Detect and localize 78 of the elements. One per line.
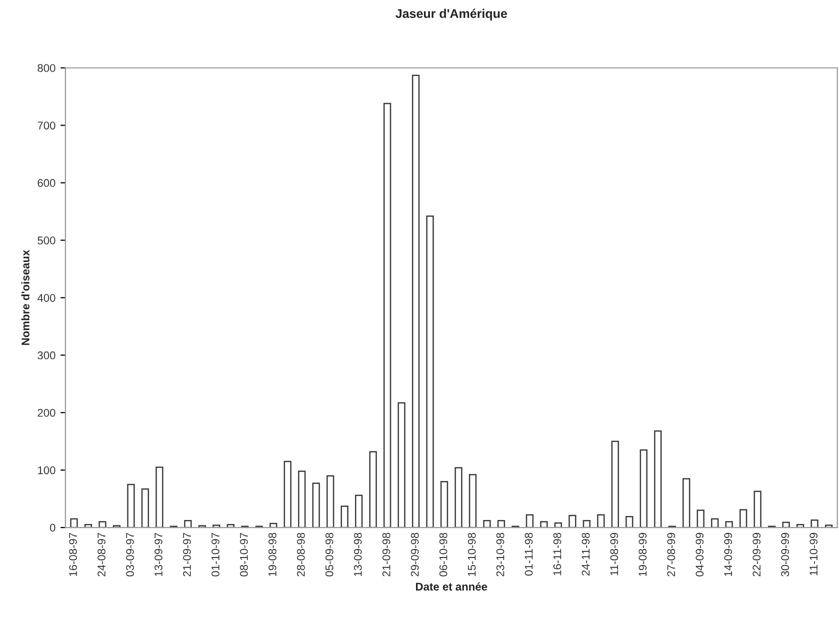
bar [412, 74, 420, 528]
x-tick-label: 24-11-98 [582, 532, 590, 576]
bar [568, 514, 576, 528]
bar [454, 467, 462, 528]
bar [597, 514, 605, 528]
y-tick-label: 500 [38, 236, 56, 244]
bar [654, 430, 662, 528]
bar [497, 520, 506, 528]
x-tick-label: 27-08-99 [667, 532, 676, 576]
x-tick-label: 23-10-98 [496, 532, 504, 576]
bar [483, 520, 491, 528]
bar [398, 402, 406, 528]
x-tick-label: 19-08-98 [268, 532, 276, 576]
bar [184, 520, 192, 528]
y-tick-label: 700 [38, 122, 56, 130]
y-tick-label: 800 [38, 64, 56, 72]
bar [540, 521, 548, 528]
x-axis-title: Date et année [416, 582, 488, 591]
x-tick-label: 22-09-99 [752, 532, 761, 576]
bar [312, 482, 320, 528]
bar [725, 521, 733, 528]
x-tick-label: 11-08-99 [610, 532, 618, 576]
y-tick-label: 100 [38, 466, 56, 474]
bar [626, 516, 634, 528]
bar [468, 474, 477, 528]
bar [696, 510, 704, 528]
bar [440, 480, 448, 528]
bar [810, 519, 818, 528]
y-tick-label: 400 [37, 294, 56, 302]
y-tick-label: 600 [38, 179, 56, 187]
x-tick-label: 21-09-97 [183, 532, 191, 576]
bar [354, 494, 363, 528]
bar [582, 520, 591, 528]
x-tick-label: 16-08-97 [69, 532, 77, 576]
bar [711, 518, 719, 528]
bar [70, 518, 78, 528]
bar [340, 506, 348, 528]
x-tick-label: 14-09-99 [724, 532, 732, 576]
y-axis-title: Nombre d'oiseaux [21, 250, 30, 345]
x-tick-label: 21-09-98 [382, 532, 390, 576]
bar [141, 488, 150, 528]
x-tick-label: 15-10-98 [468, 532, 476, 576]
x-tick-label: 06-10-98 [439, 532, 448, 576]
bar [640, 449, 648, 528]
bar [298, 470, 306, 528]
bar [740, 509, 748, 528]
y-tick-label: 200 [38, 408, 56, 417]
bar [156, 466, 164, 528]
x-tick-label: 13-09-97 [154, 532, 162, 576]
x-tick-label: 01-10-97 [212, 532, 220, 576]
bar [426, 215, 434, 528]
x-tick-label: 05-09-98 [325, 532, 334, 576]
bar [98, 521, 106, 528]
x-tick-label: 13-09-98 [354, 532, 362, 576]
x-tick-label: 11-10-99 [810, 532, 818, 576]
bar [326, 475, 334, 528]
bar [611, 440, 619, 528]
bar [526, 514, 534, 528]
chart-title: Jaseur d'Amérique [396, 8, 507, 20]
x-tick-label: 29-09-98 [410, 532, 419, 576]
x-tick-label: 19-08-99 [638, 532, 647, 576]
bar [754, 490, 762, 528]
y-tick-label: 300 [38, 351, 56, 360]
x-tick-label: 04-09-99 [696, 532, 704, 576]
x-tick-label: 30-09-99 [781, 532, 790, 576]
bar [383, 102, 392, 528]
bar [369, 451, 377, 528]
x-tick-label: 28-08-98 [296, 532, 305, 576]
x-tick-label: 16-11-98 [553, 532, 562, 576]
bar [782, 522, 790, 528]
y-tick-label: 0 [50, 524, 56, 532]
x-tick-label: 01-11-98 [524, 532, 533, 576]
x-tick-label: 08-10-97 [240, 532, 248, 576]
x-tick-label: 24-08-97 [98, 532, 106, 576]
bar [682, 478, 690, 528]
bar [284, 460, 292, 528]
bar [127, 484, 135, 528]
x-tick-label: 03-09-97 [126, 532, 134, 576]
